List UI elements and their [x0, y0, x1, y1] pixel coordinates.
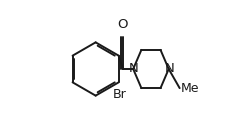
Text: Me: Me — [181, 82, 199, 95]
Text: N: N — [129, 62, 139, 75]
Text: N: N — [165, 62, 175, 75]
Text: O: O — [118, 18, 128, 31]
Text: Br: Br — [112, 88, 126, 101]
